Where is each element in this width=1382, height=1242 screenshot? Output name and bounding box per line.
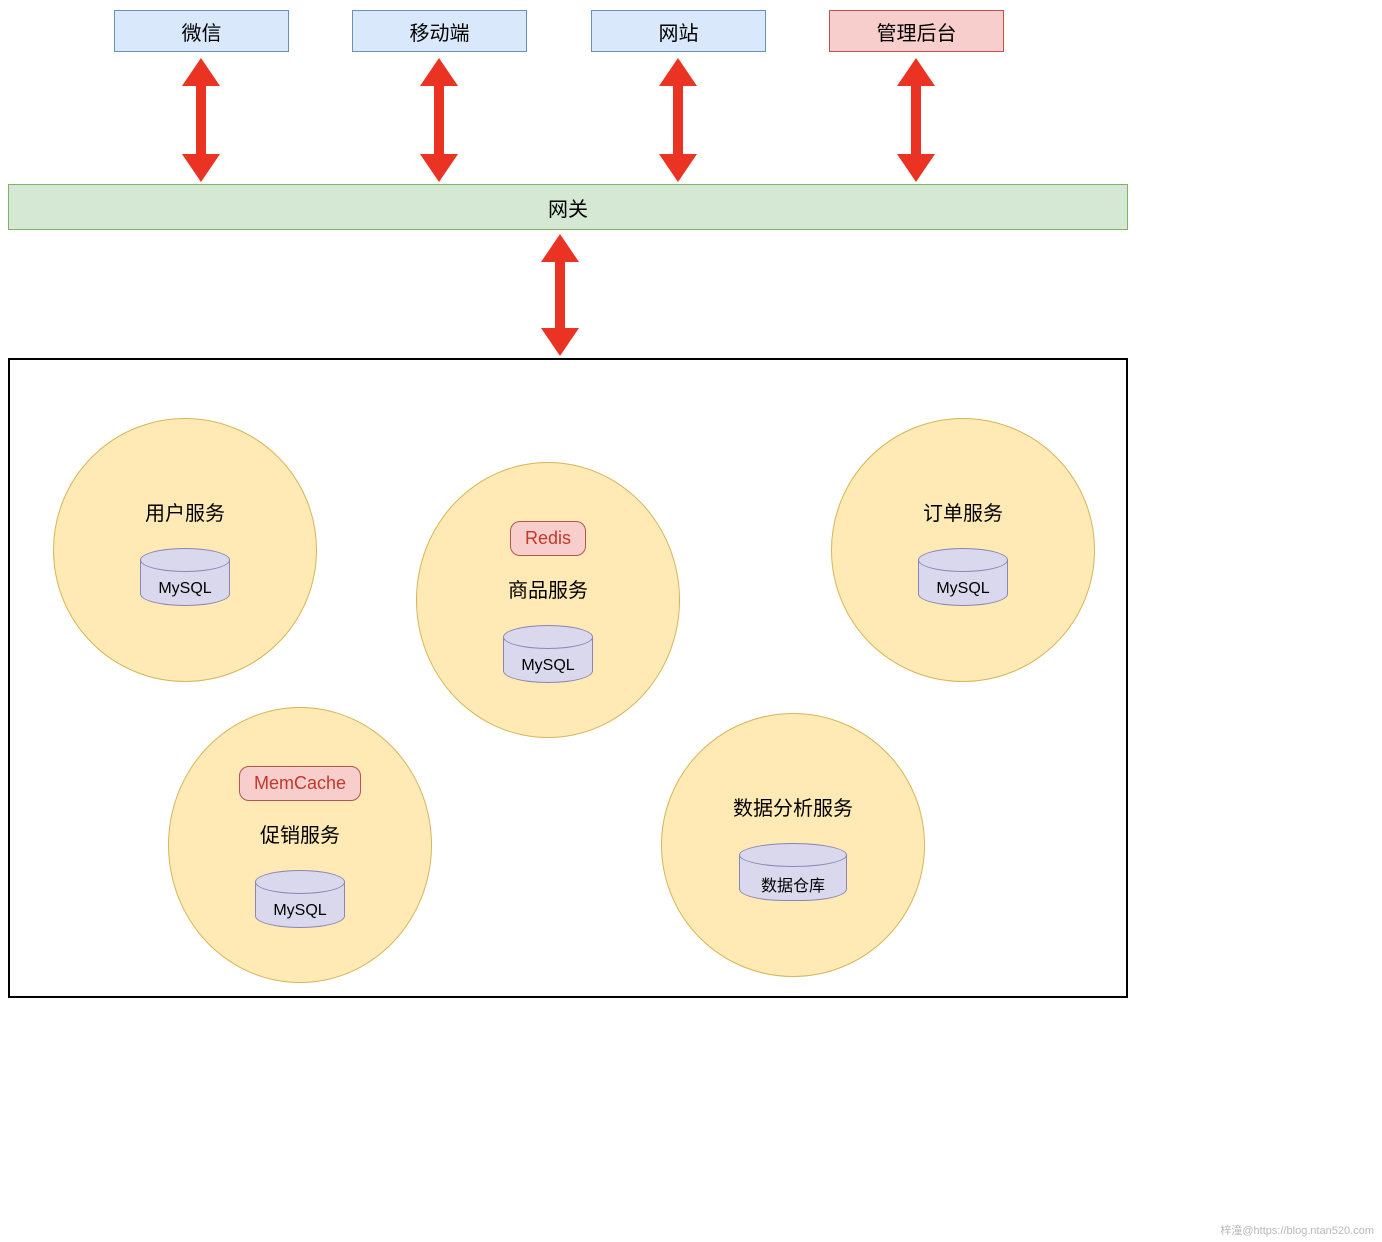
- service-label: 订单服务: [923, 497, 1003, 526]
- database-icon: MySQL: [503, 625, 593, 683]
- cache-box: MemCache: [239, 766, 361, 801]
- arrow-icon: [897, 58, 935, 182]
- service-user: 用户服务 MySQL: [53, 418, 317, 682]
- database-icon: MySQL: [140, 548, 230, 606]
- client-wechat: 微信: [114, 10, 289, 52]
- gateway-box: 网关: [8, 184, 1128, 230]
- arrow-icon: [659, 58, 697, 182]
- client-label: 微信: [182, 17, 222, 46]
- service-label: 促销服务: [260, 819, 340, 848]
- service-product: Redis 商品服务 MySQL: [416, 462, 680, 738]
- watermark-text: 梓潼@https://blog.ntan520.com: [1220, 1222, 1374, 1238]
- client-label: 管理后台: [877, 17, 957, 46]
- service-label: 用户服务: [145, 497, 225, 526]
- cache-box: Redis: [510, 521, 586, 556]
- arrow-icon: [420, 58, 458, 182]
- database-icon: MySQL: [918, 548, 1008, 606]
- database-icon: 数据仓库: [739, 843, 847, 901]
- db-label: MySQL: [158, 580, 211, 598]
- cache-label: Redis: [525, 528, 571, 548]
- client-label: 网站: [659, 17, 699, 46]
- service-label: 数据分析服务: [733, 792, 853, 821]
- service-promo: MemCache 促销服务 MySQL: [168, 707, 432, 983]
- db-label: MySQL: [936, 580, 989, 598]
- service-label: 商品服务: [508, 574, 588, 603]
- diagram-canvas: 微信 移动端 网站 管理后台 网关 用户服务 MySQL: [0, 0, 1382, 1242]
- gateway-label: 网关: [548, 193, 588, 222]
- arrow-icon: [182, 58, 220, 182]
- db-label: MySQL: [521, 657, 574, 675]
- client-mobile: 移动端: [352, 10, 527, 52]
- service-order: 订单服务 MySQL: [831, 418, 1095, 682]
- cache-label: MemCache: [254, 773, 346, 793]
- db-label: 数据仓库: [761, 872, 825, 896]
- db-label: MySQL: [273, 902, 326, 920]
- client-label: 移动端: [410, 17, 470, 46]
- client-admin: 管理后台: [829, 10, 1004, 52]
- service-analytics: 数据分析服务 数据仓库: [661, 713, 925, 977]
- database-icon: MySQL: [255, 870, 345, 928]
- client-website: 网站: [591, 10, 766, 52]
- arrow-icon: [541, 234, 579, 356]
